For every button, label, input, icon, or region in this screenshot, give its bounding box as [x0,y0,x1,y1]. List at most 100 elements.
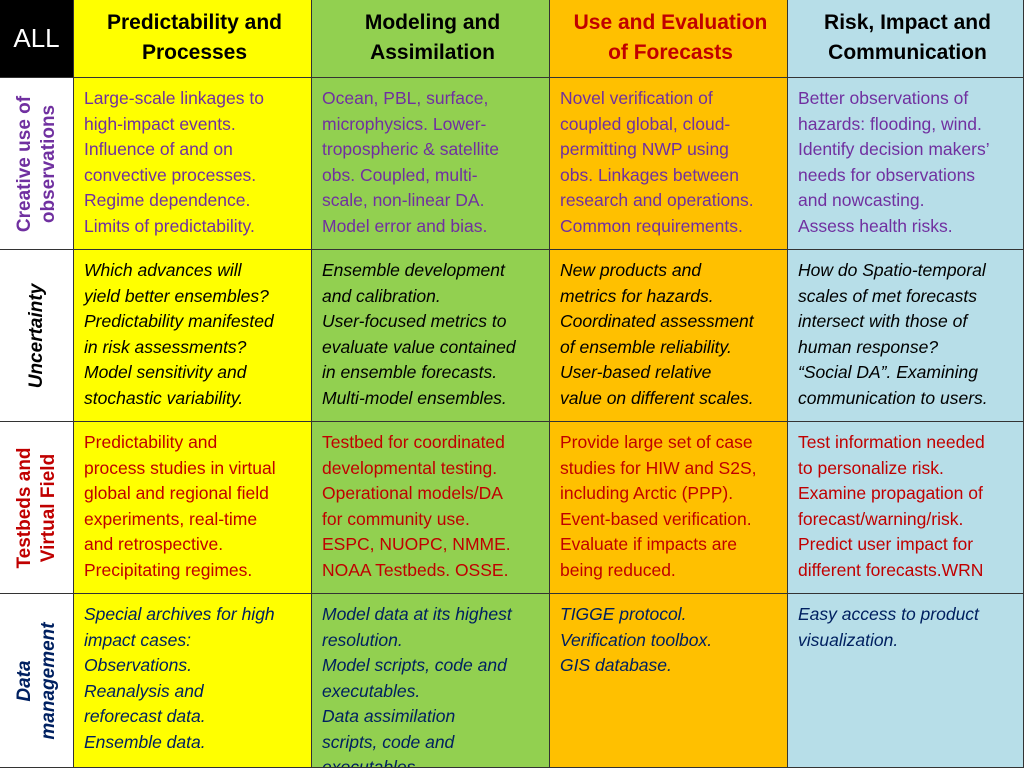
cell-line: Observations. [84,655,192,675]
cell-line: impact cases: [84,629,191,650]
cell-line: including Arctic (PPP). [560,483,734,503]
cell-line: obs. Coupled, multi- [322,164,478,185]
row-header-testbeds: Testbeds and Virtual Field [0,422,74,594]
cell-line: value on different scales. [560,387,754,408]
cell-line: reforecast data. [84,706,206,726]
cell-line: Easy access to product [798,604,979,624]
cell-line: Reanalysis and [84,680,204,701]
cell-line: Model scripts, code and [322,655,507,675]
cell-line: global and regional field [84,483,269,503]
cell-line: Provide large set of case [560,432,753,452]
cell-line: Testbed for coordinated [322,432,505,452]
cell-line: Ensemble development [322,260,505,280]
cell-line: NOAA Testbeds. OSSE. [322,559,509,580]
cell-line: User-focused metrics to [322,311,507,331]
column-header-modeling: Modeling and Assimilation [312,0,550,78]
cell-testbeds-predictability: Predictability and process studies in vi… [74,422,312,594]
cell-line: scales of met forecasts [798,285,977,306]
cell-testbeds-forecast-use: Provide large set of case studies for HI… [550,422,788,594]
cell-line: human response? [798,336,939,357]
cell-line: to personalize risk. [798,457,944,478]
column-header-line: Risk, Impact and [824,11,991,34]
cell-testbeds-risk: Test information needed to personalize r… [788,422,1024,594]
cell-line: intersect with those of [798,311,968,331]
cell-line: process studies in virtual [84,457,276,478]
cell-line: Data assimilation [322,706,456,726]
cell-line: New products and [560,260,702,280]
cell-line: Large-scale linkages to [84,88,264,108]
row-header-data-management: Data management [0,594,74,768]
cell-line: visualization. [798,629,899,650]
corner-label: ALL [0,0,74,78]
cell-line: Model data at its highest [322,604,512,624]
cell-observations-predictability: Large-scale linkages to high-impact even… [74,78,312,250]
cell-line: Ocean, PBL, surface, [322,88,489,108]
cell-line: research and operations. [560,190,754,210]
cell-observations-modeling: Ocean, PBL, surface, microphysics. Lower… [312,78,550,250]
column-header-line: Assimilation [370,41,495,64]
cell-line: Precipitating regimes. [84,559,253,580]
cell-line: Assess health risks. [798,215,953,236]
cell-line: Predict user impact for [798,534,974,554]
row-header-line: Virtual Field [37,453,59,562]
cell-data-forecast-use: TIGGE protocol. Verification toolbox. GI… [550,594,788,768]
cell-line: tropospheric & satellite [322,139,500,159]
cell-line: yield better ensembles? [84,285,269,306]
cell-line: Predictability manifested [84,311,274,331]
cell-line: TIGGE protocol. [560,604,687,624]
cell-line: convective processes. [84,164,257,185]
row-header-line: Uncertainty [25,283,47,388]
cell-line: obs. Linkages between [560,164,740,185]
cell-line: Limits of predictability. [84,215,255,236]
cell-line: different forecasts.WRN [798,559,984,580]
cell-line: Evaluate if impacts are [560,534,738,554]
cell-line: Influence of and on [84,139,233,159]
column-header-line: Processes [141,41,248,64]
cell-uncertainty-forecast-use: New products and metrics for hazards. Co… [550,250,788,422]
column-header-line: Modeling and [364,11,501,34]
cell-line: developmental testing. [322,457,498,478]
cell-line: executables [322,757,416,768]
cell-line: Operational models/DA [322,483,503,503]
cell-line: metrics for hazards. [560,285,714,306]
cell-line: Which advances will [84,260,242,280]
cell-data-risk: Easy access to product visualization. [788,594,1024,768]
cell-line: and nowcasting. [798,190,925,210]
cell-line: in ensemble forecasts. [322,362,498,382]
cell-uncertainty-predictability: Which advances will yield better ensembl… [74,250,312,422]
cell-line: Model error and bias. [322,215,488,236]
row-header-line: Testbeds and [13,446,35,569]
cell-line: coupled global, cloud- [560,113,731,134]
cell-data-predictability: Special archives for high impact cases: … [74,594,312,768]
cell-line: for community use. [322,508,470,529]
cell-line: How do Spatio-temporal [798,260,986,280]
cell-line: Event-based verification. [560,508,752,529]
cell-line: being reduced. [560,559,676,580]
cell-line: experiments, real-time [84,508,258,529]
row-header-line: Creative use of [13,95,35,232]
cell-line: scripts, code and [322,731,455,752]
cell-line: stochastic variability. [84,387,244,408]
row-header-line: management [37,621,59,740]
cell-line: Common requirements. [560,215,743,236]
column-header-risk: Risk, Impact and Communication [788,0,1024,78]
cell-testbeds-modeling: Testbed for coordinated developmental te… [312,422,550,594]
cell-line: forecast/warning/risk. [798,508,964,529]
row-header-line: observations [37,104,59,223]
cell-line: executables. [322,680,421,701]
cell-line: needs for observations [798,164,976,185]
cell-line: and retrospective. [84,534,224,554]
cell-data-modeling: Model data at its highest resolution. Mo… [312,594,550,768]
cell-line: Test information needed [798,432,985,452]
cell-uncertainty-risk: How do Spatio-temporal scales of met for… [788,250,1024,422]
row-header-uncertainty: Uncertainty [0,250,74,422]
cell-line: GIS database. [560,655,672,675]
cell-line: in risk assessments? [84,336,247,357]
cell-line: studies for HIW and S2S, [560,457,757,478]
cell-line: “Social DA”. Examining [798,362,978,382]
cell-line: microphysics. Lower- [322,113,487,134]
row-header-line: Data [13,659,35,702]
cell-line: evaluate value contained [322,336,516,357]
cell-line: Predictability and [84,432,218,452]
